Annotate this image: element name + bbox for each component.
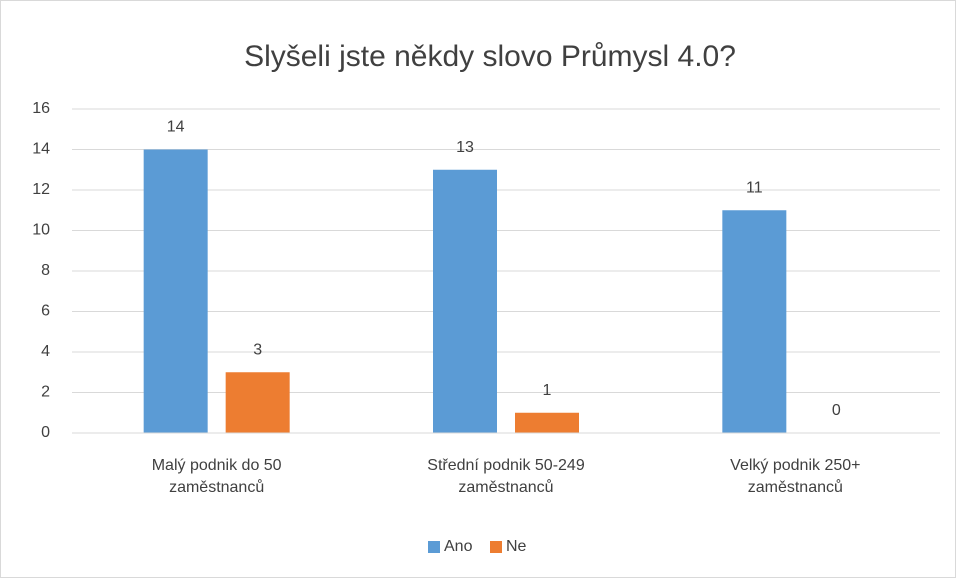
legend-swatch bbox=[428, 541, 440, 553]
chart-title: Slyšeli jste někdy slovo Průmysl 4.0? bbox=[244, 40, 736, 73]
data-label: 0 bbox=[832, 402, 841, 419]
y-tick-label: 2 bbox=[41, 384, 50, 401]
y-tick-label: 10 bbox=[32, 222, 50, 239]
y-tick-label: 12 bbox=[32, 181, 50, 198]
data-label: 13 bbox=[456, 139, 474, 156]
y-tick-label: 8 bbox=[41, 262, 50, 279]
y-tick-label: 4 bbox=[41, 343, 50, 360]
y-tick-label: 6 bbox=[41, 303, 50, 320]
x-tick-label: Střední podnik 50-249 zaměstnanců bbox=[427, 457, 585, 496]
bar bbox=[515, 412, 579, 433]
bar bbox=[433, 169, 497, 433]
y-tick-label: 0 bbox=[41, 424, 50, 441]
bar bbox=[143, 149, 208, 433]
data-label: 11 bbox=[746, 179, 763, 196]
legend-swatch bbox=[490, 541, 502, 553]
data-label: 1 bbox=[543, 382, 552, 399]
x-tick-label: Malý podnik do 50 zaměstnanců bbox=[151, 457, 282, 496]
y-tick-label: 14 bbox=[32, 141, 50, 158]
y-tick-label: 16 bbox=[32, 100, 50, 117]
x-tick-label: Velký podnik 250+ zaměstnanců bbox=[730, 457, 861, 496]
bar bbox=[722, 210, 787, 433]
legend-label: Ne bbox=[506, 538, 527, 555]
legend-label: Ano bbox=[444, 538, 473, 555]
data-label: 14 bbox=[167, 119, 185, 136]
bar bbox=[225, 372, 290, 433]
data-label: 3 bbox=[253, 341, 262, 358]
